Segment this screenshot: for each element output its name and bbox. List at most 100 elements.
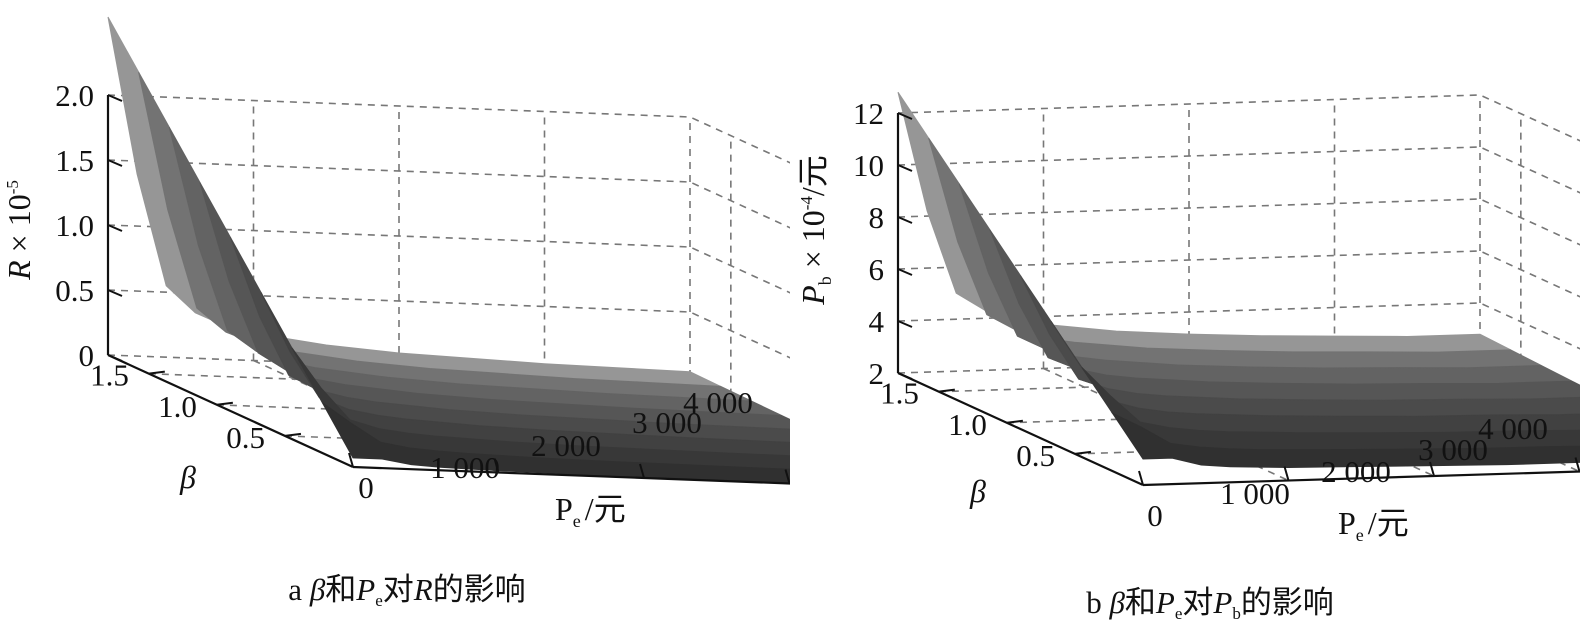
- z-tick-mark: [897, 372, 913, 380]
- x-label-unit: /元: [585, 491, 626, 527]
- x-tick-mark: [1574, 457, 1580, 472]
- beta-tick-label: 0.5: [226, 420, 265, 455]
- z-label-times: ×: [795, 242, 831, 276]
- x-label-sub: e: [1356, 525, 1364, 545]
- x-axis-label: Pe/元: [1338, 505, 1409, 545]
- beta-axis-label: β: [179, 459, 196, 495]
- z-tick-label: 6: [869, 252, 885, 287]
- beta-axis-label: β: [969, 473, 986, 509]
- surface-strip: [1110, 411, 1580, 469]
- beta-tick-label: 1.5: [880, 376, 919, 411]
- caption-dui: 对: [1182, 585, 1213, 620]
- z-label-sub: b: [815, 276, 835, 285]
- z-label-exp: -4: [797, 196, 816, 211]
- x-label-main: P: [555, 491, 573, 527]
- z-tick-label: 12: [853, 96, 884, 131]
- x-tick-mark: [1138, 470, 1144, 486]
- x-tick-label: 0: [1147, 498, 1163, 533]
- chart-caption: a β和Pe对R的影响: [288, 572, 525, 610]
- x-tick-mark: [639, 463, 645, 479]
- z-tick-mark: [897, 112, 913, 120]
- z-tick-mark: [897, 268, 913, 276]
- x-axis-label: Pe/元: [555, 491, 626, 531]
- grid-line: [897, 146, 1580, 194]
- caption-prefix: b: [1086, 585, 1109, 620]
- x-tick-label: 4 000: [683, 385, 753, 420]
- x-tick-mark: [784, 469, 790, 484]
- caption-target-main: P: [1212, 585, 1232, 620]
- beta-tick-label: 1.5: [90, 358, 129, 393]
- x-tick-label: 2 000: [531, 428, 601, 463]
- z-tick-label: 0.5: [55, 273, 94, 308]
- beta-tick-label: 1.0: [948, 407, 987, 442]
- x-tick-label: 3 000: [1418, 432, 1488, 467]
- z-tick-label: 10: [853, 148, 884, 183]
- caption-target-sub: b: [1232, 604, 1241, 623]
- x-label-sub: e: [573, 511, 581, 531]
- beta-tick-mark: [1074, 450, 1092, 455]
- z-tick-label: 2.0: [55, 78, 94, 113]
- x-tick-mark: [1429, 461, 1435, 477]
- beta-tick-mark: [1006, 419, 1024, 424]
- z-tick-mark: [107, 224, 123, 232]
- z-label-unit: /元: [795, 155, 831, 196]
- x-tick-mark: [493, 458, 500, 473]
- caption-dui: 对: [383, 572, 414, 607]
- z-tick-mark: [897, 320, 913, 328]
- x-tick-mark: [1283, 466, 1290, 481]
- beta-tick-mark: [148, 370, 165, 375]
- x-tick-label: 3 000: [632, 405, 702, 440]
- caption-target-main: R: [413, 572, 433, 607]
- z-tick-label: 1.0: [55, 208, 94, 243]
- caption-pe-sub: e: [375, 591, 383, 610]
- x-tick-label: 4 000: [1478, 411, 1548, 446]
- x-tick-label: 1 000: [430, 450, 500, 485]
- x-tick-mark: [348, 452, 354, 468]
- x-tick-label: 1 000: [1220, 476, 1290, 511]
- x-label-main: P: [1338, 505, 1356, 541]
- x-tick-label: 0: [358, 470, 374, 505]
- z-axis-label: R × 10-5: [1, 180, 37, 281]
- beta-axis-line: [897, 371, 1144, 487]
- caption-he: 和: [325, 572, 356, 607]
- z-label-base: 10: [1, 194, 37, 226]
- beta-tick-mark: [938, 388, 955, 393]
- z-tick-label: 8: [869, 200, 885, 235]
- z-label-main: P: [795, 285, 831, 306]
- beta-tick-label: 1.0: [158, 389, 197, 424]
- z-label-main: R: [1, 260, 37, 281]
- caption-pe-main: P: [1155, 585, 1175, 620]
- z-tick-mark: [107, 94, 123, 102]
- beta-tick-label: 0.5: [1016, 438, 1055, 473]
- beta-tick-mark: [216, 401, 234, 406]
- z-tick-mark: [107, 159, 123, 167]
- caption-beta: β: [309, 572, 326, 607]
- z-axis-label: Pb × 10-4/元: [795, 155, 835, 306]
- caption-suffix: 的影响: [433, 572, 526, 607]
- caption-prefix: a: [288, 572, 310, 607]
- surface-strip: [321, 402, 790, 484]
- z-tick-label: 2: [869, 356, 885, 391]
- x-tick-label: 2 000: [1321, 454, 1391, 489]
- beta-tick-mark: [284, 432, 302, 437]
- z-tick-label: 4: [869, 304, 885, 339]
- z-tick-mark: [897, 164, 913, 172]
- z-tick-label: 0: [79, 338, 95, 373]
- z-tick-mark: [897, 216, 913, 224]
- chart-caption: b β和Pe对Pb的影响: [1086, 585, 1334, 623]
- x-label-unit: /元: [1368, 505, 1409, 541]
- z-tick-label: 1.5: [55, 143, 94, 178]
- caption-pe-sub: e: [1175, 604, 1183, 623]
- caption-he: 和: [1125, 585, 1156, 620]
- z-tick-mark: [107, 289, 123, 297]
- caption-pe-main: P: [355, 572, 375, 607]
- z-label-times: ×: [1, 226, 37, 260]
- caption-beta: β: [1108, 585, 1125, 620]
- z-tick-mark: [107, 354, 123, 362]
- grid-line: [897, 94, 1580, 142]
- z-label-base: 10: [795, 210, 831, 242]
